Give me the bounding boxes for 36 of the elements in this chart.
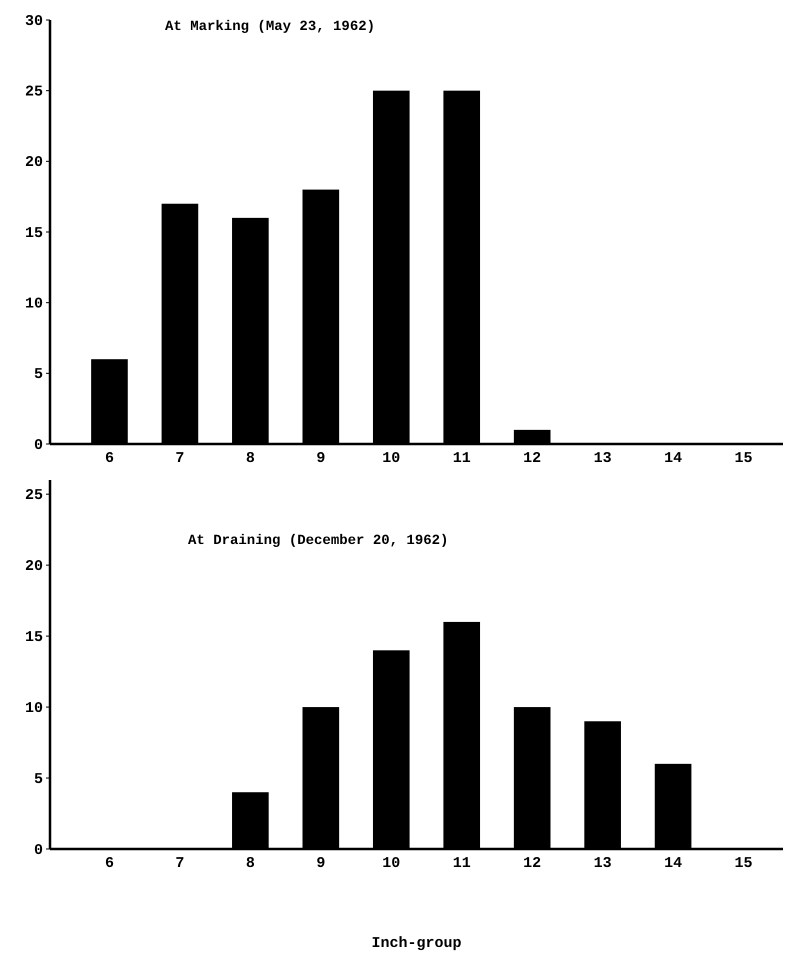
y-tick-label: 20 [24,558,43,575]
y-tick-label: 5 [34,770,43,788]
x-tick-label: 6 [104,450,114,467]
x-tick-label: 9 [316,855,326,872]
x-tick-label: 8 [246,450,255,467]
x-tick-label: 7 [175,450,184,467]
x-tick-label: 14 [664,855,682,872]
x-tick-label: 13 [594,855,612,872]
x-tick-label: 14 [664,450,682,467]
y-tick-label: 15 [24,628,43,646]
x-tick-label: 10 [382,855,400,872]
x-tick-label: 11 [452,855,471,872]
x-tick-label: 12 [523,855,542,872]
x-tick-label: 15 [734,855,753,872]
y-tick-label: 5 [34,366,43,384]
y-tick-label: 0 [34,842,43,859]
x-tick-label: 6 [104,855,114,872]
x-axis-title: Inch-group [371,935,462,952]
x-tick-label: 8 [246,855,255,872]
y-tick-label: 15 [24,224,43,242]
x-tick-label: 13 [594,450,612,467]
x-tick-label: 10 [382,450,400,467]
y-tick-label: 10 [24,295,43,312]
y-tick-label: 0 [34,436,43,454]
y-tick-label: 20 [24,154,43,172]
x-tick-label: 7 [175,855,184,872]
chart-title: At Marking (May 23, 1962) [165,19,376,35]
text: At Draining (December 20, 1962) [188,532,448,549]
y-tick-label: 30 [24,12,43,30]
y-tick-label: 10 [24,700,43,717]
y-tick-label: 25 [24,486,43,504]
x-tick-label: 15 [734,450,753,467]
y-tick-label: 25 [24,83,43,100]
x-tick-label: 9 [316,450,326,467]
x-tick-label: 11 [452,450,471,467]
x-tick-label: 12 [523,450,542,467]
